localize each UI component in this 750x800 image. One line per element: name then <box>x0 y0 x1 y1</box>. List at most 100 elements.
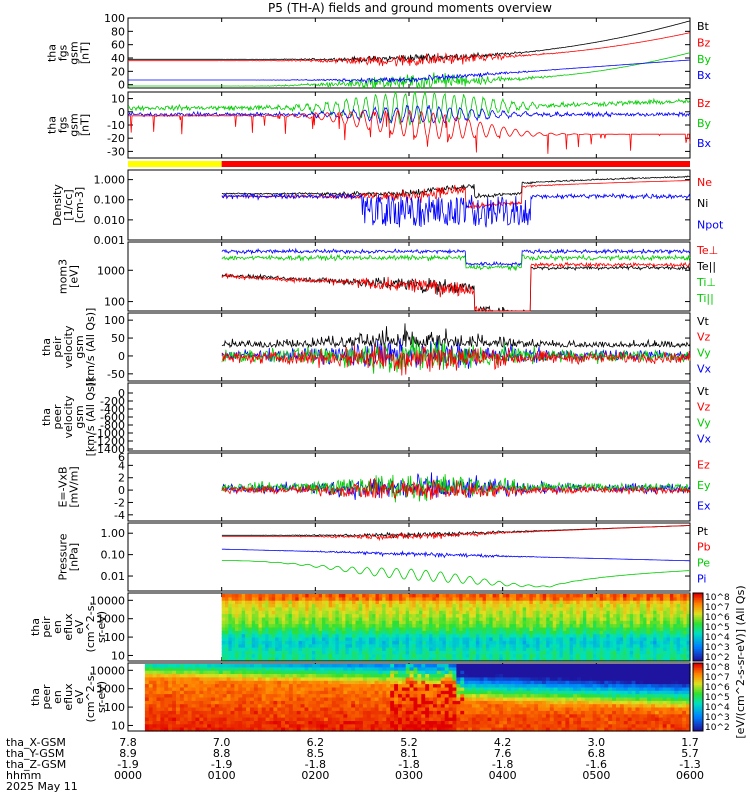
spec-cell <box>659 624 664 629</box>
spec-cell <box>412 654 417 659</box>
spec-cell <box>176 690 181 695</box>
spec-cell <box>479 620 484 625</box>
spec-cell <box>248 647 253 652</box>
spec-cell <box>452 627 457 632</box>
spec-cell <box>285 647 290 652</box>
spec-cell <box>285 697 290 702</box>
spec-cell <box>228 630 233 635</box>
y-tick-label: 100 <box>104 314 125 327</box>
spec-cell <box>401 721 407 725</box>
spec-cell <box>316 670 321 675</box>
spec-cell <box>327 710 333 715</box>
spec-cell <box>285 674 290 678</box>
spec-cell <box>242 707 247 712</box>
spec-cell <box>378 630 383 635</box>
spec-cell <box>683 640 688 645</box>
spec-cell <box>281 674 286 678</box>
spec-cell <box>629 630 634 635</box>
spec-cell <box>148 690 154 695</box>
spec-cell <box>669 600 674 605</box>
spec-cell <box>218 714 224 719</box>
spec-cell <box>362 597 367 602</box>
spec-cell <box>417 680 422 685</box>
spec-cell <box>292 697 298 702</box>
spec-cell <box>413 684 418 689</box>
spec-cell <box>469 604 474 608</box>
spec-cell <box>512 644 517 649</box>
spec-cell <box>572 634 577 639</box>
spec-cell <box>506 647 510 652</box>
spec-cell <box>255 630 259 635</box>
spec-cell <box>327 697 333 702</box>
spec-cell <box>172 684 177 689</box>
spec-cell <box>255 594 259 598</box>
spec-cell <box>331 717 337 722</box>
spec-cell <box>265 651 270 655</box>
spec-cell <box>302 620 306 625</box>
spec-cell <box>401 724 407 729</box>
spec-cell <box>345 604 350 608</box>
spec-cell <box>496 634 500 639</box>
spec-cell <box>572 620 577 625</box>
spec-cell <box>562 634 567 639</box>
spec-cell <box>275 640 280 645</box>
spec-cell <box>322 610 326 615</box>
spec-cell <box>459 617 464 622</box>
spec-cell <box>471 707 477 712</box>
spec-cell <box>579 647 584 652</box>
y-tick-label: -20 <box>107 132 125 145</box>
spec-cell <box>448 684 454 689</box>
spec-cell <box>218 690 224 695</box>
spec-cell <box>168 700 173 705</box>
spec-cell <box>444 674 450 678</box>
spec-cell <box>195 694 200 699</box>
spec-cell <box>296 717 302 722</box>
spec-cell <box>439 640 443 645</box>
spec-cell <box>491 687 496 692</box>
spec-cell <box>499 630 504 635</box>
spec-cell <box>482 630 487 635</box>
spec-cell <box>444 694 450 699</box>
spec-cell <box>168 670 173 675</box>
spec-cell <box>609 620 614 625</box>
spec-cell <box>214 710 220 715</box>
spec-cell <box>542 634 547 639</box>
spec-cell <box>225 634 229 639</box>
spec-cell <box>562 610 567 615</box>
spec-cell <box>599 624 604 629</box>
spec-cell <box>485 617 490 622</box>
spec-cell <box>606 657 611 662</box>
y-label-line: [1/cc] <box>62 189 75 220</box>
spec-cell <box>440 721 446 725</box>
spec-cell <box>469 614 474 619</box>
spec-cell <box>492 607 497 612</box>
spec-cell <box>429 627 433 632</box>
spec-cell <box>347 677 352 682</box>
spec-cell <box>425 690 430 695</box>
spec-cell <box>659 644 664 649</box>
spec-cell <box>335 600 340 605</box>
spec-cell <box>152 684 158 689</box>
spec-cell <box>342 651 346 655</box>
spec-cell <box>203 684 208 689</box>
spec-cell <box>623 657 627 662</box>
spec-cell <box>445 627 450 632</box>
spec-cell <box>351 717 356 722</box>
spec-cell <box>322 637 326 642</box>
spec-cell <box>285 627 290 632</box>
spec-cell <box>300 704 306 709</box>
y-label-line: tha <box>29 618 42 636</box>
spec-cell <box>433 694 438 699</box>
spec-cell <box>265 721 271 725</box>
spec-cell <box>572 600 577 605</box>
spec-cell <box>242 721 247 725</box>
spec-cell <box>183 717 189 722</box>
spec-cell <box>228 644 233 649</box>
spec-cell <box>335 721 341 725</box>
spec-cell <box>385 620 390 625</box>
spec-cell <box>549 651 554 655</box>
spec-cell <box>529 644 534 649</box>
spec-cell <box>292 710 298 715</box>
spec-cell <box>409 717 415 722</box>
spec-cell <box>643 637 648 642</box>
